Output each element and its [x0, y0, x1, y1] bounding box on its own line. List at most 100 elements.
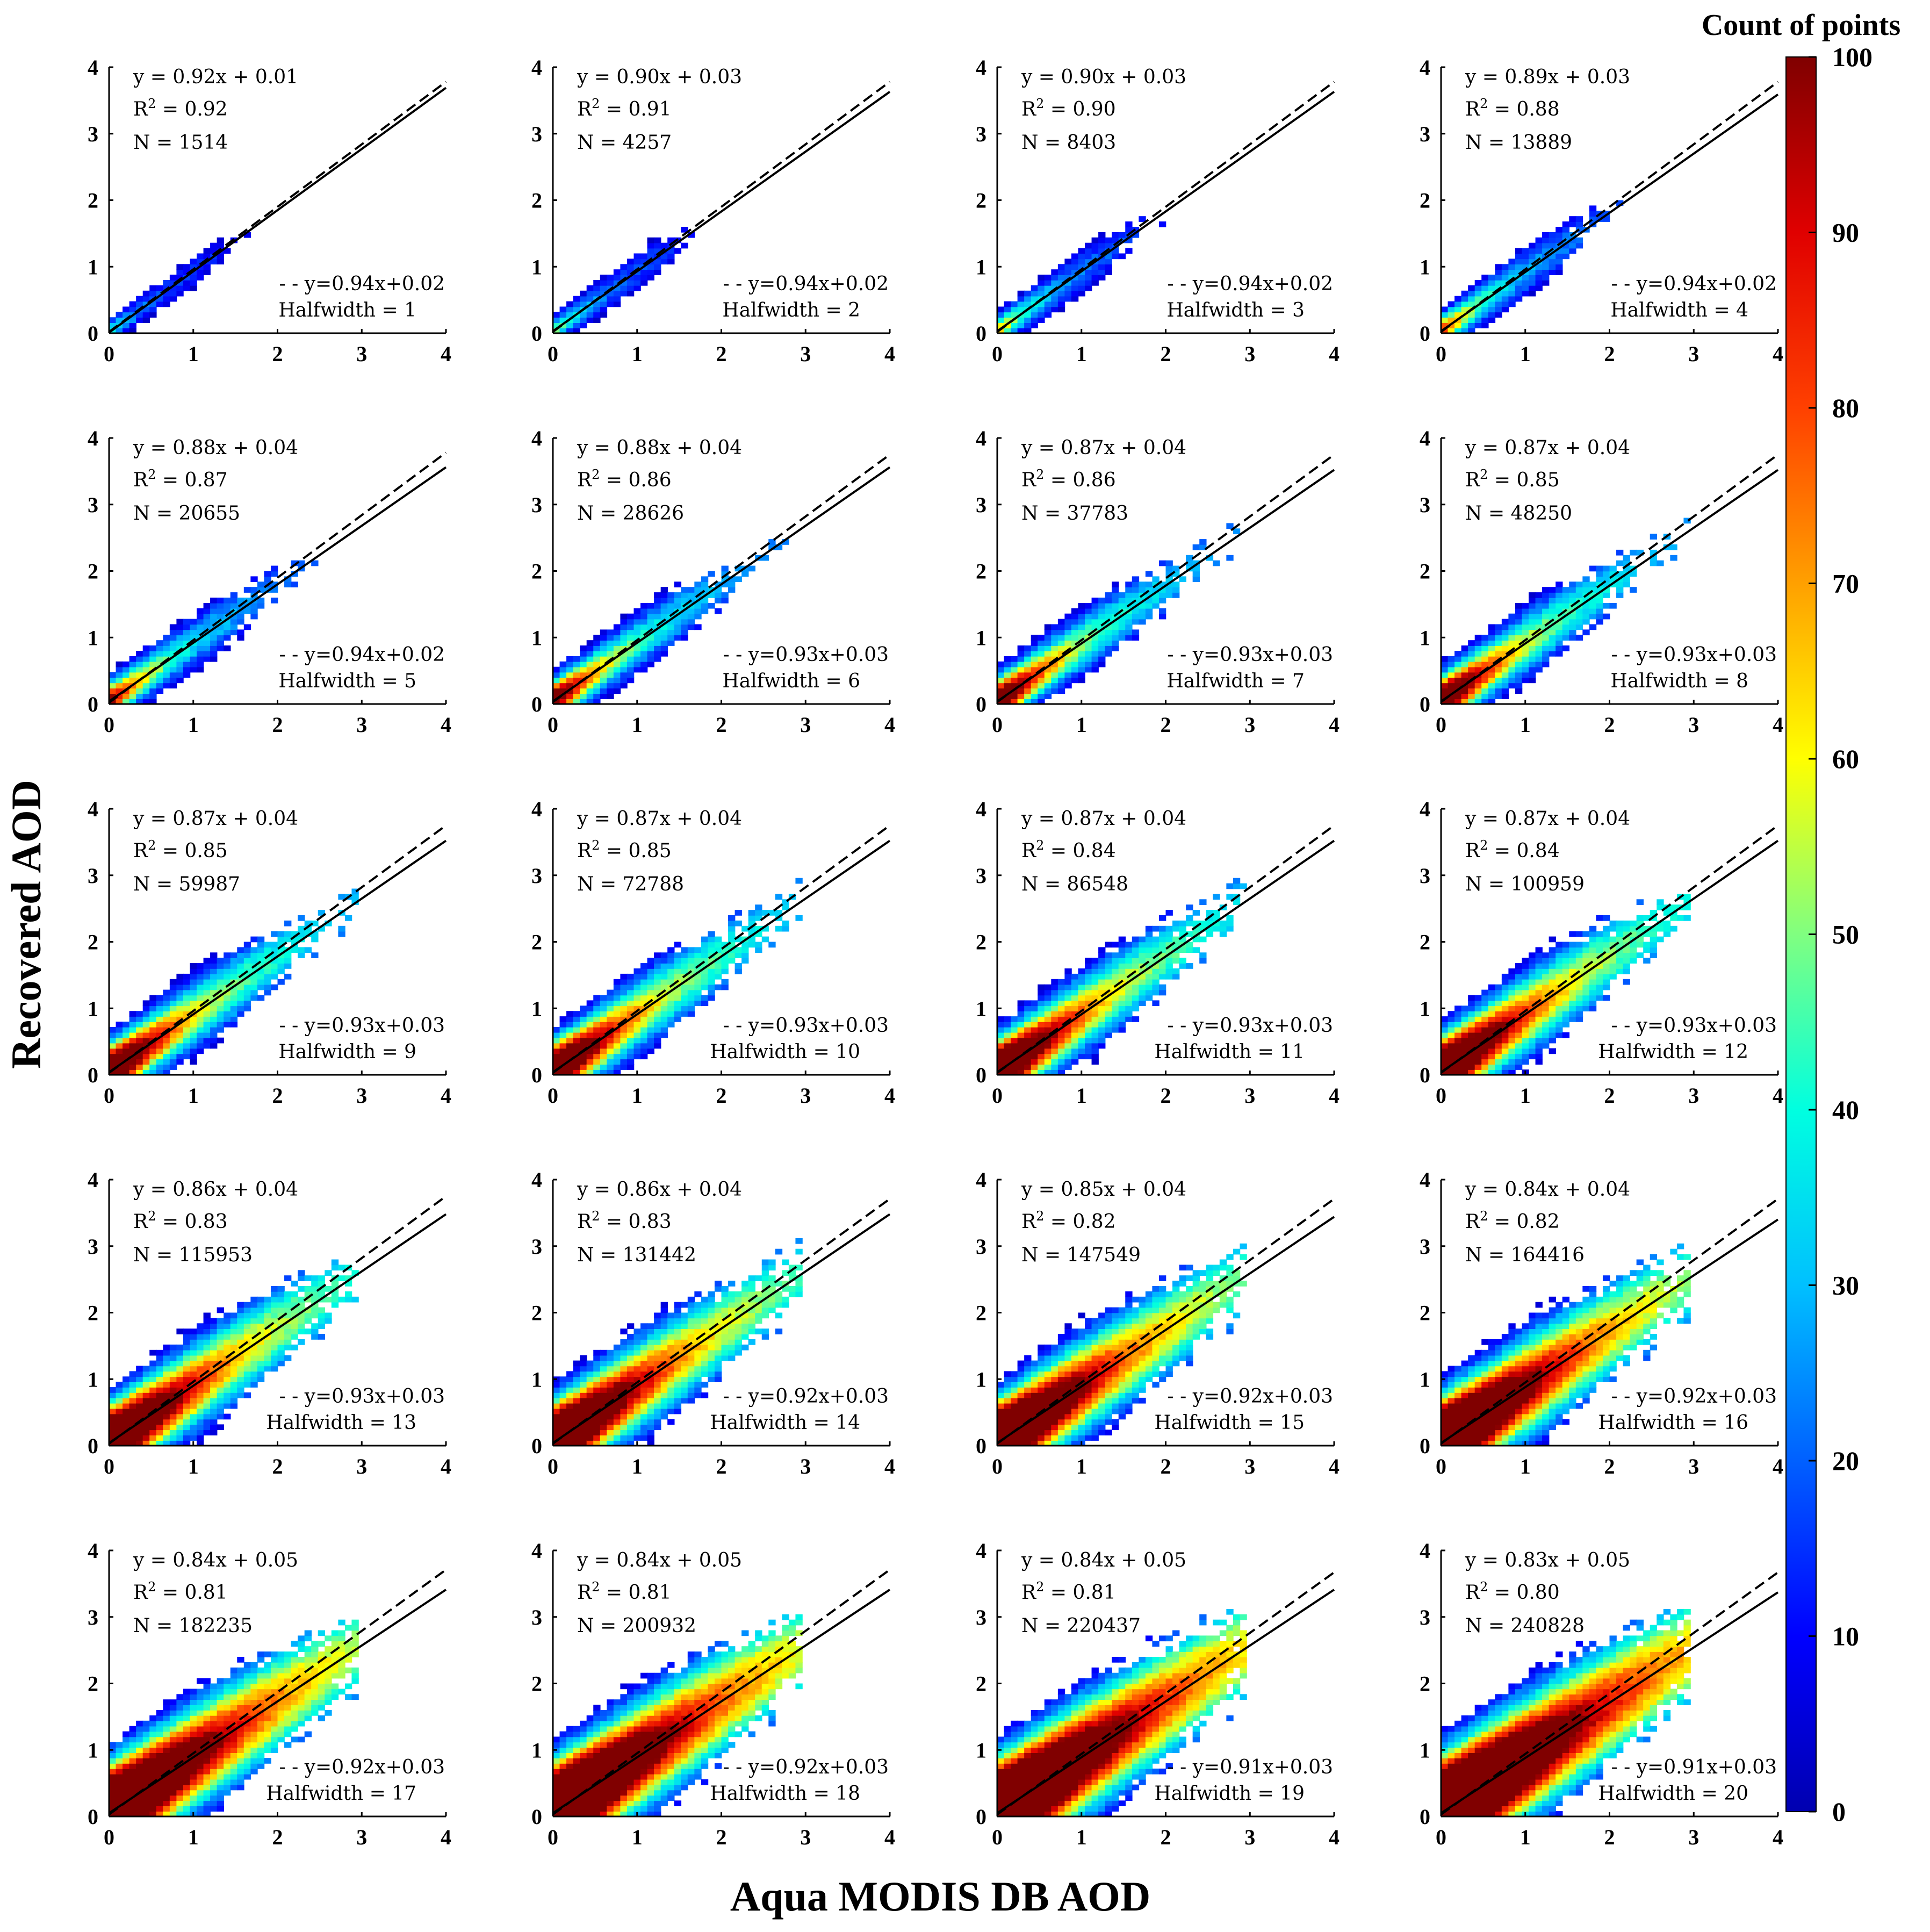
density-cell [1004, 688, 1011, 694]
density-cell [1589, 958, 1597, 964]
density-cell [1091, 248, 1099, 254]
density-cell [573, 317, 580, 323]
density-cell [1158, 952, 1166, 958]
halfwidth-label: Halfwidth = 8 [1610, 670, 1748, 692]
density-cell [217, 968, 224, 974]
density-cell [136, 301, 143, 307]
density-cell [1522, 1022, 1529, 1028]
density-cell [1098, 1005, 1106, 1011]
density-cell [149, 661, 157, 667]
density-cell [224, 624, 231, 630]
density-cell [1562, 1011, 1570, 1017]
density-cell [1125, 248, 1133, 254]
density-cell [1508, 290, 1516, 297]
density-cell [647, 1424, 654, 1431]
density-cell [1555, 1022, 1563, 1028]
density-cell [580, 656, 587, 662]
density-cell [190, 264, 197, 270]
density-cell [593, 693, 601, 699]
density-cell [1219, 925, 1227, 932]
density-cell [1057, 1069, 1065, 1075]
density-cell [1501, 1016, 1509, 1022]
density-cell [1501, 624, 1509, 630]
density-cell [573, 328, 580, 334]
density-cell [1569, 216, 1576, 222]
density-cell [1038, 989, 1045, 996]
density-cell [298, 952, 305, 958]
density-cell [681, 1011, 688, 1017]
density-cell [169, 677, 177, 684]
density-cell [1152, 587, 1160, 593]
density-cell [1582, 984, 1590, 990]
density-cell [580, 1064, 587, 1070]
density-cell [566, 1069, 574, 1075]
density-cell [176, 1376, 184, 1382]
density-cell [633, 656, 641, 662]
density-cell [1031, 640, 1039, 646]
sample-count: N = 37783 [1021, 502, 1128, 525]
density-cell [1461, 1048, 1468, 1054]
y-tick-label: 0 [976, 692, 986, 716]
density-cell [580, 693, 587, 699]
density-cell [1152, 1000, 1160, 1007]
density-cell [1575, 608, 1583, 614]
density-cell [210, 629, 218, 636]
density-cell [694, 1291, 702, 1297]
density-cell [1609, 963, 1617, 969]
density-cell [1064, 1037, 1072, 1044]
density-cell [176, 1043, 184, 1049]
density-cell [721, 963, 729, 969]
density-cell [1165, 947, 1173, 953]
density-cell [1017, 693, 1025, 699]
density-cell [1031, 1000, 1039, 1007]
density-cell [298, 1312, 305, 1319]
density-cell [1562, 989, 1570, 996]
density-cell [1474, 1037, 1482, 1044]
density-cell [250, 984, 258, 990]
density-cell [1562, 1032, 1570, 1038]
density-cell [1152, 936, 1160, 943]
density-cell [264, 571, 271, 577]
density-cell [573, 296, 580, 302]
density-cell [123, 1026, 130, 1033]
density-cell [708, 1376, 715, 1382]
density-cell [217, 1360, 224, 1367]
density-cell [1165, 936, 1173, 943]
density-cell [573, 688, 580, 694]
density-cell [136, 1392, 143, 1398]
density-cell [573, 672, 580, 678]
density-cell [620, 629, 628, 636]
density-cell [210, 248, 218, 254]
density-cell [224, 613, 231, 620]
density-cell [1562, 629, 1570, 636]
density-cell [1098, 248, 1106, 254]
density-cell [640, 640, 648, 646]
density-cell [190, 1048, 197, 1054]
density-cell [997, 322, 1005, 328]
density-cell [667, 248, 675, 254]
density-cell [1158, 587, 1166, 593]
density-cell [1555, 1000, 1563, 1007]
density-cell [203, 1011, 211, 1017]
density-cell [728, 1312, 736, 1319]
density-cell [1112, 581, 1119, 587]
density-cell [1555, 635, 1563, 641]
x-tick-label: 1 [188, 342, 199, 366]
density-cell [674, 635, 682, 641]
density-cell [163, 1413, 170, 1420]
density-cell [1596, 598, 1603, 604]
density-cell [311, 952, 319, 958]
density-cell [331, 1265, 339, 1271]
density-cell [163, 1403, 170, 1409]
density-cell [1057, 1026, 1065, 1033]
density-cell [1575, 952, 1583, 958]
density-cell [190, 1026, 197, 1033]
density-cell [1508, 301, 1516, 307]
density-cell [640, 1328, 648, 1334]
density-cell [1461, 1026, 1468, 1033]
density-cell [1582, 619, 1590, 625]
density-cell [163, 296, 170, 302]
density-cell [600, 672, 608, 678]
density-cell [1481, 1043, 1489, 1049]
density-cell [573, 1403, 580, 1409]
